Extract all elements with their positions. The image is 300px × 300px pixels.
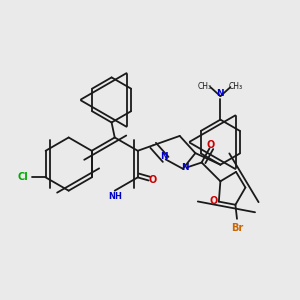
Text: N: N [182, 163, 189, 172]
Text: NH: NH [108, 192, 122, 201]
Text: CH₃: CH₃ [198, 82, 212, 91]
Text: Cl: Cl [18, 172, 28, 182]
Text: Br: Br [231, 223, 243, 232]
Text: O: O [207, 140, 215, 150]
Text: N: N [217, 89, 224, 98]
Text: CH₃: CH₃ [229, 82, 243, 91]
Text: N: N [160, 152, 168, 161]
Text: O: O [209, 196, 217, 206]
Text: O: O [148, 175, 157, 184]
